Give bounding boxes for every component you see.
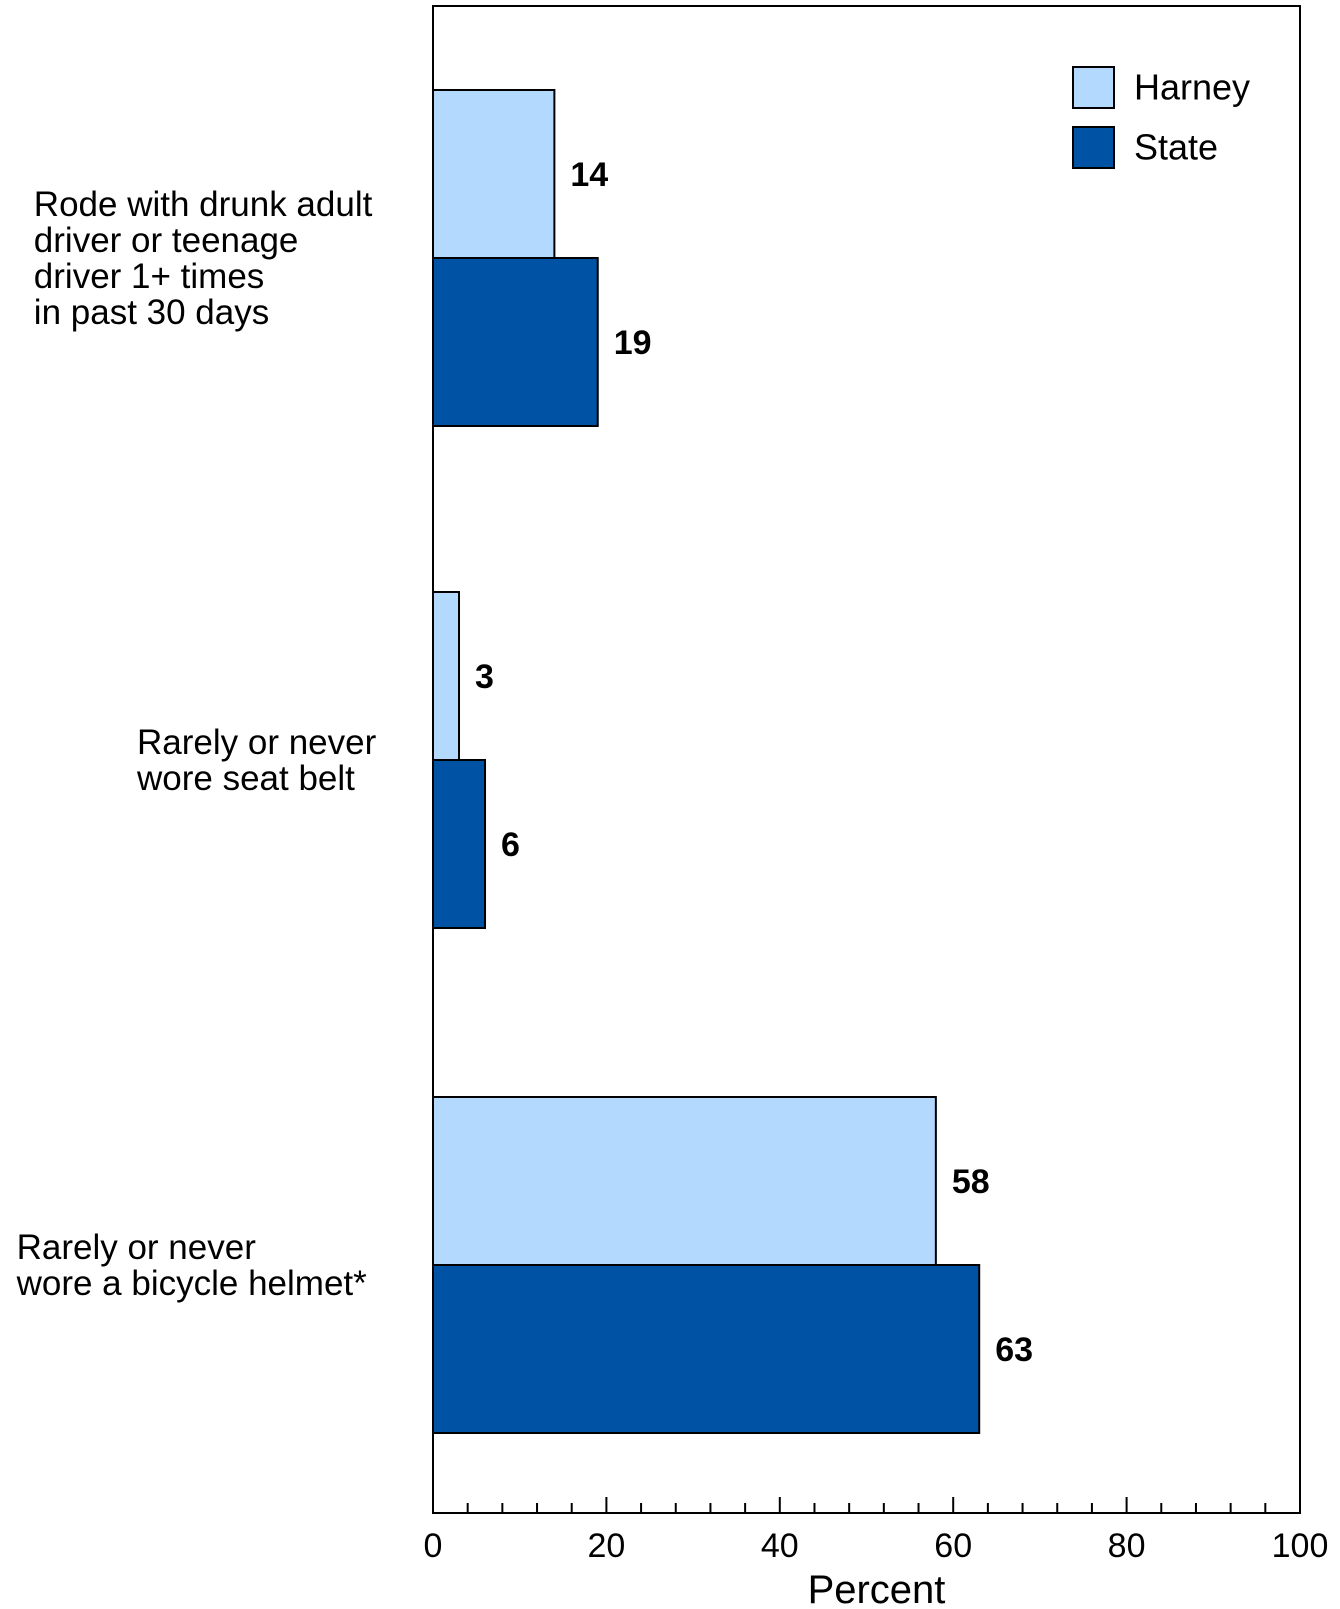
bar-harney-3 (432, 1096, 937, 1266)
legend-label-harney: Harney (1134, 67, 1250, 108)
value-label-state-3: 63 (995, 1331, 1033, 1369)
category-label-line: driver or teenage (34, 221, 299, 260)
bar-state-3 (432, 1264, 981, 1434)
value-label-harney-2: 3 (475, 658, 494, 696)
value-label-harney-1: 14 (570, 156, 608, 194)
bars (432, 89, 981, 1434)
category-label-line: driver 1+ times (34, 257, 265, 296)
bar-harney-2 (432, 591, 461, 761)
bar-harney-1 (432, 89, 556, 259)
category-label-2: Rarely or never wore seat belt (136, 723, 377, 798)
legend: Harney State (1072, 66, 1250, 169)
category-label-line: wore a bicycle helmet* (16, 1264, 368, 1303)
x-tick-label: 60 (934, 1527, 972, 1565)
x-tick-label: 80 (1108, 1527, 1146, 1565)
value-label-state-2: 6 (501, 826, 520, 864)
bar-state-1 (432, 257, 599, 427)
category-label-line: in past 30 days (34, 293, 269, 332)
bar-state-2 (432, 759, 487, 929)
category-label-line: wore seat belt (136, 759, 355, 798)
x-axis-title: Percent (808, 1568, 946, 1609)
x-tick-label: 40 (761, 1527, 799, 1565)
x-tick-label: 20 (587, 1527, 625, 1565)
category-label-line: Rode with drunk adult (34, 185, 373, 224)
category-label-line: Rarely or never (17, 1228, 257, 1267)
x-axis: 0 20 40 60 80 100 Percent (424, 1497, 1329, 1609)
category-labels: Rode with drunk adult driver or teenage dr… (16, 185, 377, 1303)
legend-swatch-state (1072, 126, 1115, 169)
value-label-harney-3: 58 (952, 1163, 990, 1201)
category-label-3: Rarely or never wore a bicycle helmet* (16, 1228, 368, 1303)
category-label-1: Rode with drunk adult driver or teenage dr… (34, 185, 373, 332)
x-tick-label: 0 (424, 1527, 443, 1565)
x-tick-label: 100 (1272, 1527, 1329, 1565)
legend-label-state: State (1134, 127, 1218, 168)
legend-swatch-harney (1072, 66, 1115, 109)
category-label-line: Rarely or never (137, 723, 377, 762)
value-label-state-1: 19 (614, 324, 652, 362)
value-labels: 14 19 3 6 58 63 (475, 156, 1033, 1369)
